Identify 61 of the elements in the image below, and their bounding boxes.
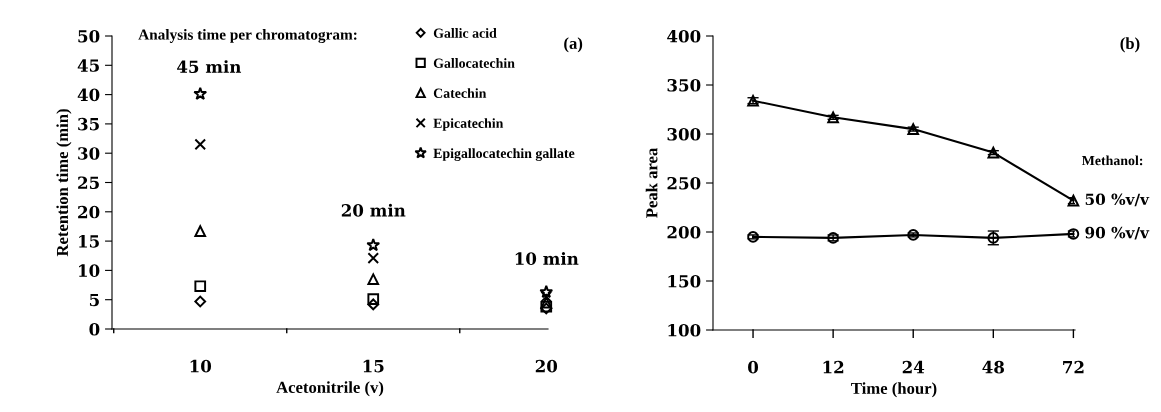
legend-label: Epicatechin [433,118,504,131]
y-tick-label: 350 [667,78,701,92]
point [907,229,920,241]
y-tick-label: 200 [667,225,701,239]
y-tick-label: 40 [77,88,100,102]
x-tick-label: 12 [823,360,844,374]
y-tick-label: 30 [78,147,100,160]
annotation: Analysis time per chromatogram: [138,29,357,43]
x-tick-label: 48 [982,360,1005,374]
text: (b) [1120,37,1140,53]
x-tick-label: 10 [190,359,212,373]
legend-title: Methanol: [1081,155,1143,166]
text: (a) [564,37,583,53]
point [194,225,207,237]
x-tick-label: 24 [902,360,925,374]
y-tick-label: 50 [78,29,100,43]
point [539,284,554,299]
y-axis-title: Peak area [645,147,658,218]
annotation: 10 min [515,252,579,265]
point [193,86,208,101]
point [367,252,380,264]
y-tick-label: 35 [78,117,99,131]
y-tick-label: 10 [79,264,100,277]
y-tick-label: 20 [78,205,100,219]
x-tick-label: 15 [363,359,384,373]
y-tick-label: 5 [89,293,99,307]
point [747,94,759,107]
point [827,111,839,124]
point [747,231,759,243]
annotation: 45 min [177,60,242,74]
legend-label: Gallocatechin [433,58,515,68]
x-tick-label: 0 [748,360,759,374]
y-tick-label: 150 [668,274,701,288]
point [366,237,381,252]
point [194,295,207,308]
y-tick-label: 45 [77,59,99,72]
series-label: 50 %v/v [1085,193,1150,207]
x-tick-label: 72 [1063,360,1084,374]
point [194,138,207,151]
y-tick-label: 250 [667,176,701,190]
annotation: 20 min [341,203,406,217]
point [367,298,380,311]
x-tick-label: 20 [535,359,558,373]
y-tick-label: 0 [89,322,100,336]
point [1067,228,1080,240]
y-tick-label: 400 [667,29,701,43]
y-tick-label: 15 [79,235,99,248]
point [194,280,207,293]
x-axis-title: Time (hour) [851,382,937,398]
y-tick-label: 300 [667,127,701,141]
y-tick-label: 100 [668,323,701,337]
point [1067,194,1080,207]
legend-label: Gallic acid [433,28,497,38]
y-tick-label: 25 [78,176,99,190]
legend-label: Epigallocatechin gallate [433,148,575,161]
legend-label: Catechin [433,88,487,98]
point [367,273,380,286]
point [367,293,380,305]
x-axis-title: Acetonitrile (v) [276,381,384,397]
y-axis-title: Retention time (min) [56,109,72,257]
series-label: 90 %v/v [1085,226,1150,240]
